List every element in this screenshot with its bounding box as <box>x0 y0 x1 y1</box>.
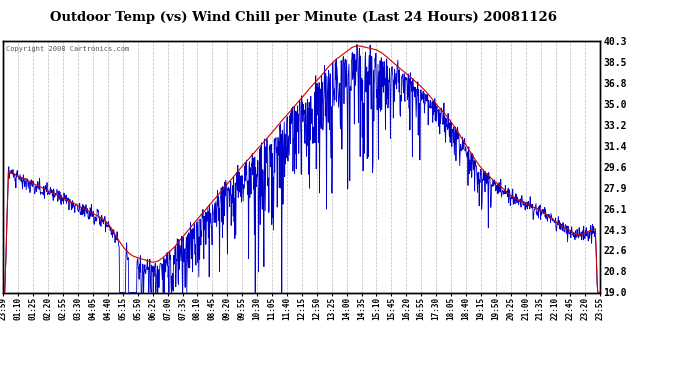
Text: Outdoor Temp (vs) Wind Chill per Minute (Last 24 Hours) 20081126: Outdoor Temp (vs) Wind Chill per Minute … <box>50 11 557 24</box>
Text: Copyright 2008 Cartronics.com: Copyright 2008 Cartronics.com <box>6 46 130 52</box>
